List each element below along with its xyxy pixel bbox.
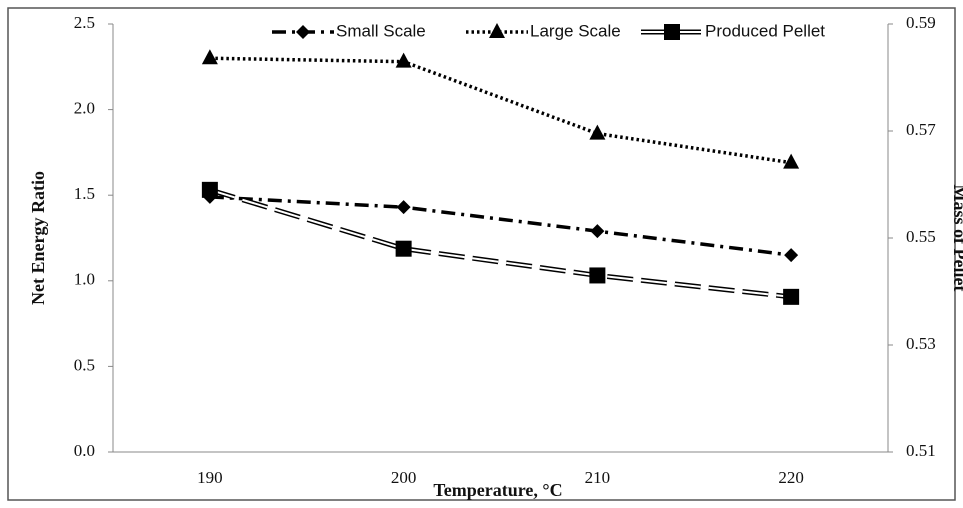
marker xyxy=(783,153,800,169)
y-tick-label: 1.5 xyxy=(74,184,95,203)
y2-tick-label: 0.51 xyxy=(906,441,936,460)
marker xyxy=(396,200,411,215)
legend-marker xyxy=(489,23,505,38)
y2-tick-label: 0.57 xyxy=(906,120,936,139)
y-tick-label: 2.0 xyxy=(74,99,95,118)
legend-marker xyxy=(664,24,680,40)
series-line xyxy=(209,195,792,257)
marker xyxy=(201,181,218,198)
y2-tick-label: 0.59 xyxy=(906,13,936,32)
y-tick-label: 0.5 xyxy=(74,355,95,374)
chart-border xyxy=(7,7,956,501)
marker xyxy=(590,224,605,239)
x-tick-label: 220 xyxy=(778,468,804,487)
y2-axis-label: Mass of Pellet xyxy=(950,185,963,292)
y-axis-label: Net Energy Ratio xyxy=(28,171,48,305)
marker xyxy=(783,288,800,305)
marker xyxy=(395,52,412,68)
marker xyxy=(395,240,412,257)
series-line-inner xyxy=(209,188,792,298)
x-tick-label: 210 xyxy=(585,468,611,487)
legend-marker xyxy=(296,25,310,39)
y-tick-label: 0.0 xyxy=(74,441,95,460)
x-axis-label: Temperature, °C xyxy=(433,480,562,500)
legend-label: Small Scale xyxy=(336,21,426,40)
marker xyxy=(784,248,799,263)
x-tick-label: 200 xyxy=(391,468,417,487)
series-line xyxy=(209,56,792,165)
legend-label: Large Scale xyxy=(530,21,621,40)
legend-label: Produced Pellet xyxy=(705,21,825,40)
marker xyxy=(201,49,218,65)
marker xyxy=(589,124,606,140)
y2-tick-label: 0.55 xyxy=(906,227,936,246)
x-tick-label: 190 xyxy=(197,468,223,487)
y-tick-label: 1.0 xyxy=(74,270,95,289)
marker xyxy=(589,267,606,284)
y2-tick-label: 0.53 xyxy=(906,334,936,353)
y-tick-label: 2.5 xyxy=(74,13,95,32)
